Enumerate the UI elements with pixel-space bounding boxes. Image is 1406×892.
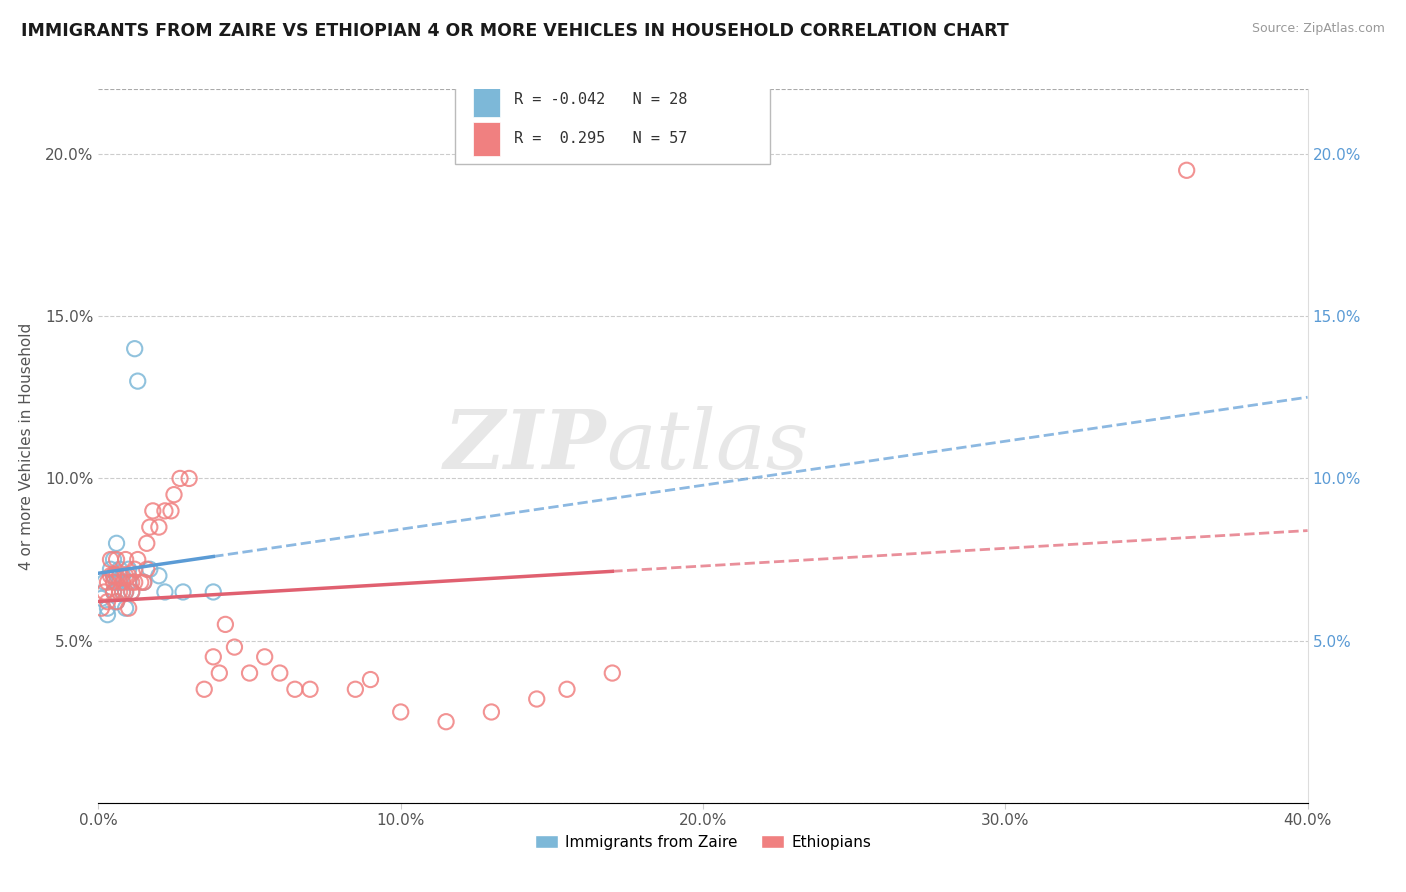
Point [100,568,122,582]
Point [114,585,136,599]
Point [103,568,125,582]
Text: ZIP: ZIP [444,406,606,486]
Point [105,595,128,609]
Text: atlas: atlas [606,406,808,486]
Point [127,552,149,566]
Point [111,575,134,590]
Point [90,601,112,615]
Point [1175,163,1198,178]
Point [269,666,291,681]
Point [127,374,149,388]
Point [105,568,128,582]
Point [284,682,307,697]
Point [103,568,125,582]
Point [111,585,134,599]
Point [172,585,194,599]
Point [114,568,136,582]
Point [224,640,246,654]
Point [360,673,382,687]
Point [202,649,225,664]
Point [163,488,186,502]
Point [214,617,236,632]
FancyBboxPatch shape [474,82,501,117]
Text: R = -0.042   N = 28: R = -0.042 N = 28 [515,92,688,107]
Point [118,568,141,582]
FancyBboxPatch shape [474,121,501,156]
Point [208,666,231,681]
Point [100,552,122,566]
Point [108,568,131,582]
Point [105,595,128,609]
Point [96,601,118,615]
Point [96,575,118,590]
Point [132,575,155,590]
Point [114,601,136,615]
Point [526,692,548,706]
Point [100,562,122,576]
Point [153,504,176,518]
Point [142,504,165,518]
Point [93,575,115,590]
Point [239,666,262,681]
Point [121,585,143,599]
Point [121,585,143,599]
Point [118,575,141,590]
Point [96,595,118,609]
Point [108,585,131,599]
Point [148,520,170,534]
Point [153,585,176,599]
Point [434,714,457,729]
Point [105,536,128,550]
Point [160,504,183,518]
Point [148,568,170,582]
Point [253,649,276,664]
Point [114,585,136,599]
Point [103,552,125,566]
Point [179,471,201,485]
Point [90,591,112,606]
Text: R =  0.295   N = 57: R = 0.295 N = 57 [515,131,688,146]
Point [124,575,146,590]
Point [202,585,225,599]
Point [93,585,115,599]
Point [124,342,146,356]
Point [193,682,215,697]
Point [108,575,131,590]
Point [103,585,125,599]
Legend: Immigrants from Zaire, Ethiopians: Immigrants from Zaire, Ethiopians [529,829,877,855]
Point [108,562,131,576]
Text: Source: ZipAtlas.com: Source: ZipAtlas.com [1251,22,1385,36]
Point [118,601,141,615]
Point [389,705,412,719]
Point [344,682,367,697]
Point [103,585,125,599]
Point [481,705,503,719]
Point [118,562,141,576]
Point [169,471,191,485]
Point [103,575,125,590]
Point [114,552,136,566]
Point [139,520,162,534]
Point [124,562,146,576]
Point [139,562,162,576]
Point [111,585,134,599]
Point [121,575,143,590]
Point [299,682,322,697]
Point [602,666,624,681]
Point [555,682,578,697]
Point [135,536,157,550]
Y-axis label: 4 or more Vehicles in Household: 4 or more Vehicles in Household [20,322,34,570]
Text: IMMIGRANTS FROM ZAIRE VS ETHIOPIAN 4 OR MORE VEHICLES IN HOUSEHOLD CORRELATION C: IMMIGRANTS FROM ZAIRE VS ETHIOPIAN 4 OR … [21,22,1010,40]
Point [105,552,128,566]
Point [132,575,155,590]
Point [111,568,134,582]
Point [96,607,118,622]
Point [135,562,157,576]
Point [129,575,152,590]
Point [105,575,128,590]
FancyBboxPatch shape [456,82,769,164]
